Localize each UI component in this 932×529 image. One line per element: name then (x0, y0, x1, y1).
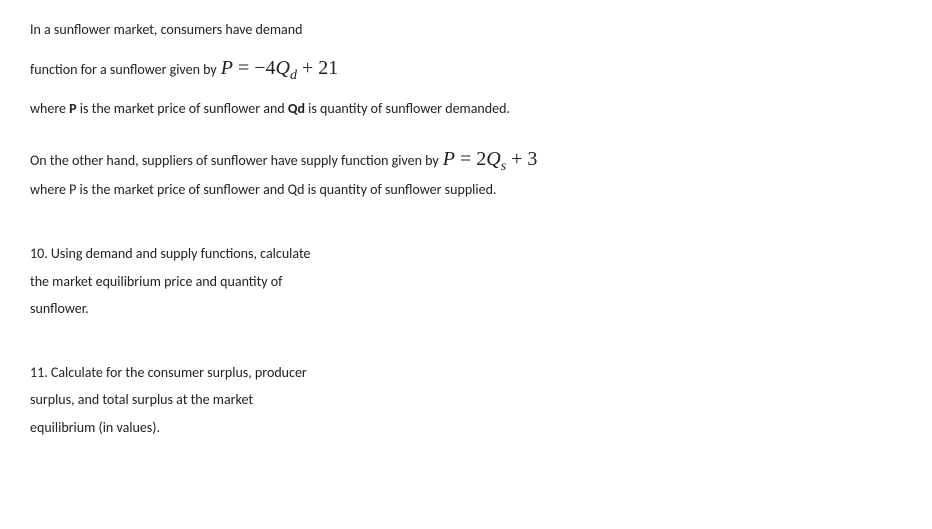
page-root: In a sunflower market, consumers have de… (0, 0, 932, 466)
eq-neg4: −4 (254, 57, 275, 79)
q10-l2: the market equilibrium price and quantit… (30, 272, 902, 292)
q11-l3: equilibrium (in values). (30, 418, 902, 438)
txt-b: is the market price of sunflower and (77, 100, 288, 117)
eq2-Q: Q (486, 148, 500, 170)
qd-bold: Qd (288, 100, 305, 117)
supply-line: On the other hand, suppliers of sunflowe… (30, 145, 900, 200)
intro-line1: In a sunflower market, consumers have de… (30, 20, 902, 40)
demand-line: function for a sunflower given by P = −4… (30, 54, 902, 86)
eq-sub-d: d (290, 68, 297, 83)
txt-a: where (30, 100, 69, 117)
q10-l3: sunflower. (30, 299, 902, 319)
eq2-2: 2 (476, 148, 486, 170)
q11-l2: surplus, and total surplus at the market (30, 390, 902, 410)
eq-P: P (221, 57, 233, 79)
eq-Q: Q (276, 57, 290, 79)
supply-prefix: On the other hand, suppliers of sunflowe… (30, 151, 439, 171)
eq-plus: + (297, 57, 318, 79)
supply-post: where P is the market price of sunflower… (30, 180, 496, 200)
eq2-3: 3 (527, 148, 537, 170)
spacer-2 (30, 214, 902, 244)
eq-21: 21 (318, 57, 338, 79)
q11-l1: 11. Calculate for the consumer surplus, … (30, 363, 902, 383)
spacer-3 (30, 333, 902, 363)
demand-prefix: function for a sunflower given by (30, 60, 217, 80)
spacer (30, 133, 902, 145)
eq2-plus: + (506, 148, 527, 170)
eq2-eq: = (455, 148, 476, 170)
txt-c: is quantity of sunflower demanded. (305, 100, 510, 117)
supply-equation: P = 2Qs + 3 (443, 145, 538, 177)
eq2-P: P (443, 148, 455, 170)
p-bold: P (69, 100, 76, 117)
eq-eq: = (233, 57, 254, 79)
q10-l1: 10. Using demand and supply functions, c… (30, 244, 902, 264)
demand-equation: P = −4Qd + 21 (221, 54, 339, 86)
demand-explain: where P is the market price of sunflower… (30, 99, 902, 119)
